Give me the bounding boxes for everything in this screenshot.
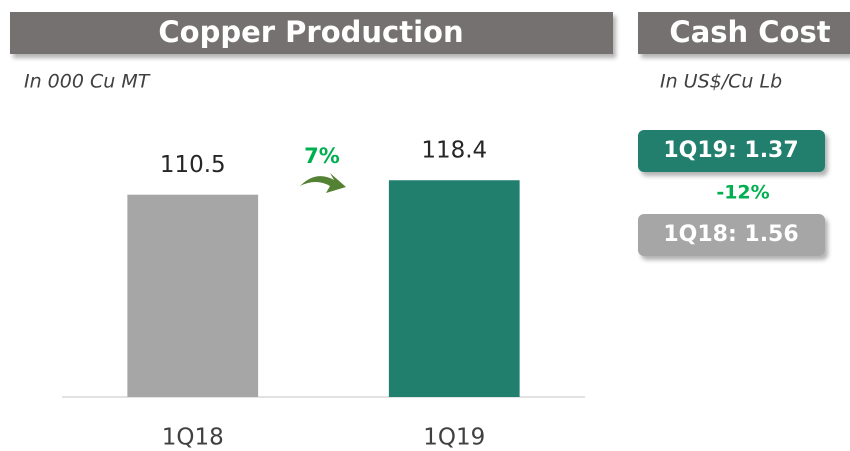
cost-box [638,130,825,172]
title-bar [10,12,613,54]
cost-box [638,214,825,256]
annotation: 7% [304,144,340,168]
cost-label: 1Q18: 1.56 [663,222,798,247]
value-label: 110.5 [160,152,226,178]
cost-change: -12% [716,182,769,204]
title-bar [638,12,850,54]
bar [127,194,259,397]
chart-title: Copper Production [158,15,463,49]
value-label: 118.4 [421,138,487,164]
growth-arrow [300,173,346,193]
cost-label: 1Q19: 1.37 [663,138,798,163]
chart-subtitle: In 000 Cu MT [24,71,151,93]
bar [388,180,520,397]
panel-subtitle: In US$/Cu Lb [660,71,782,93]
x-tick-label: 1Q18 [162,425,224,451]
x-tick-label: 1Q19 [423,425,485,451]
panel-title: Cash Cost [669,15,830,49]
